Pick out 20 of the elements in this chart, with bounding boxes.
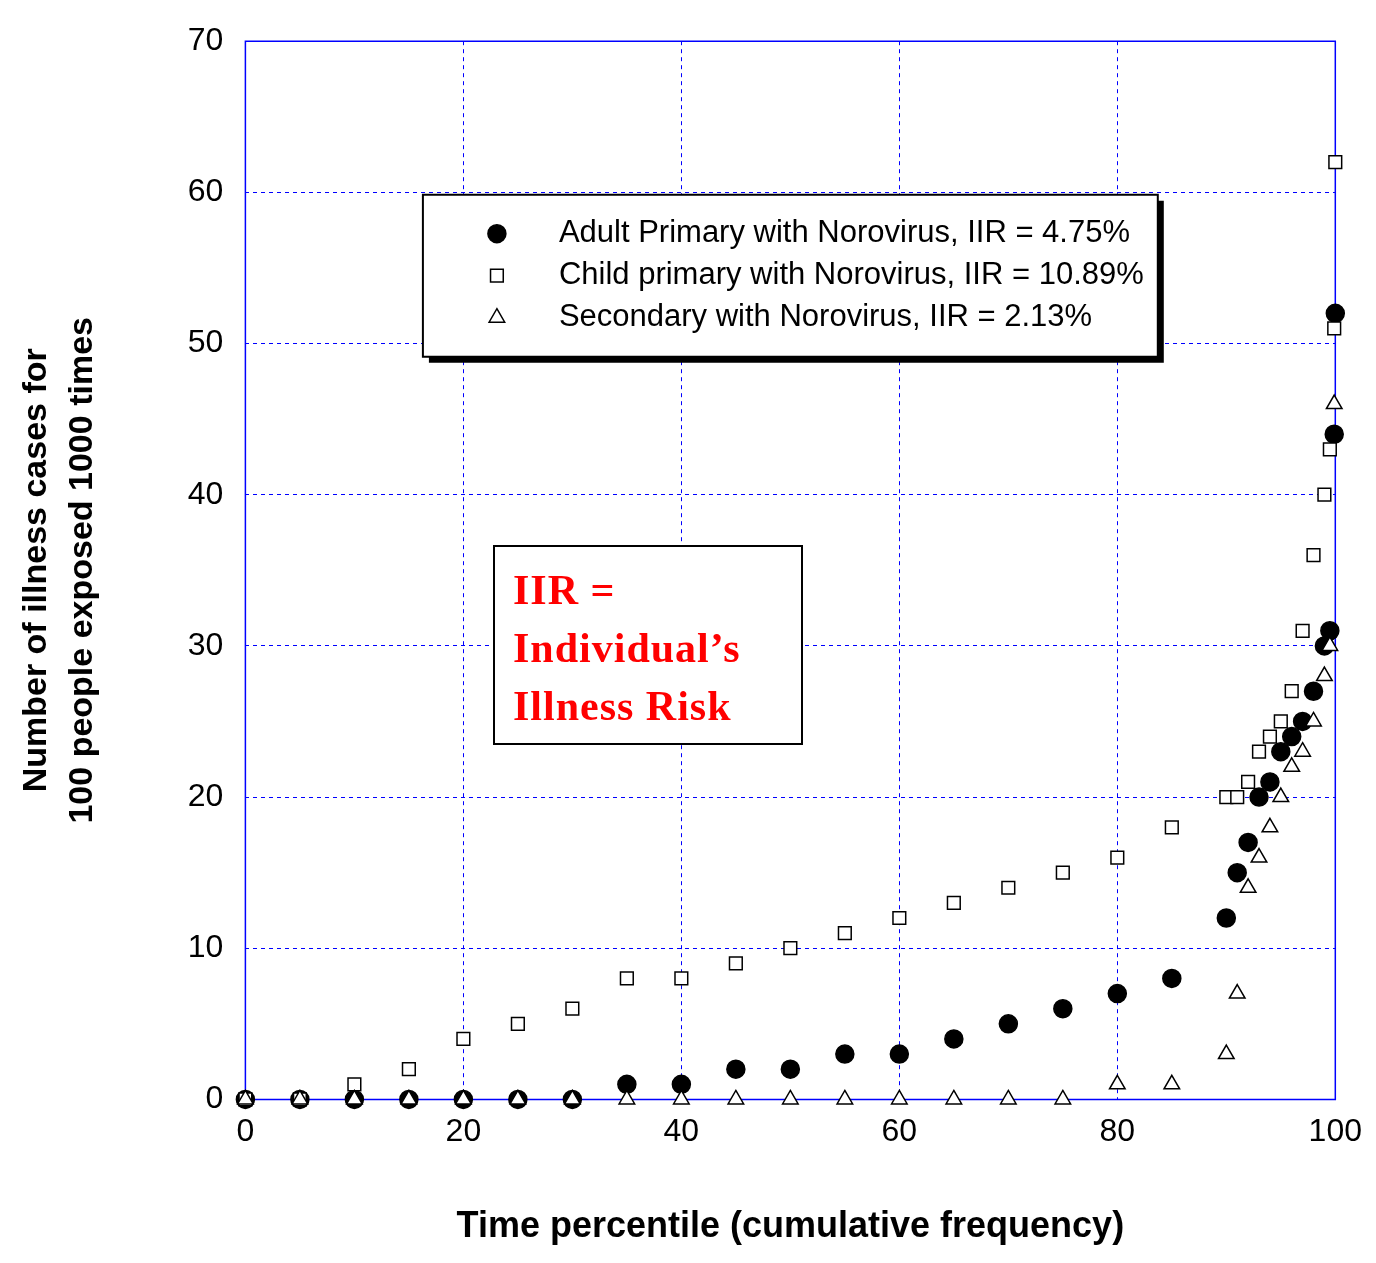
y-tick-label: 10 xyxy=(187,928,224,965)
y-axis-title: Number of illness cases for 100 people exposed 1000 times xyxy=(15,317,100,824)
legend-label: Adult Primary with Norovirus, IIR = 4.75% xyxy=(558,214,1131,250)
x-tick-label: 40 xyxy=(663,1112,700,1149)
y-tick-label: 20 xyxy=(187,776,224,813)
annotation: IIR = Individual’s Illness Risk xyxy=(493,545,803,745)
y-tick-label: 70 xyxy=(187,21,224,58)
legend-label: Secondary with Norovirus, IIR = 2.13% xyxy=(558,298,1093,334)
y-tick-label: 30 xyxy=(187,625,224,662)
x-tick-label: 80 xyxy=(1099,1112,1136,1149)
x-tick-label: 100 xyxy=(1308,1112,1362,1149)
x-tick-label: 0 xyxy=(236,1112,255,1149)
x-tick-label: 60 xyxy=(881,1112,918,1149)
y-tick-label: 0 xyxy=(205,1079,224,1116)
y-tick-label: 50 xyxy=(187,323,224,360)
legend-label: Child primary with Norovirus, IIR = 10.89% xyxy=(558,256,1144,292)
x-axis-title: Time percentile (cumulative frequency) xyxy=(456,1204,1125,1246)
y-tick-label: 40 xyxy=(187,474,224,511)
y-tick-label: 60 xyxy=(187,172,224,209)
x-tick-label: 20 xyxy=(445,1112,482,1149)
